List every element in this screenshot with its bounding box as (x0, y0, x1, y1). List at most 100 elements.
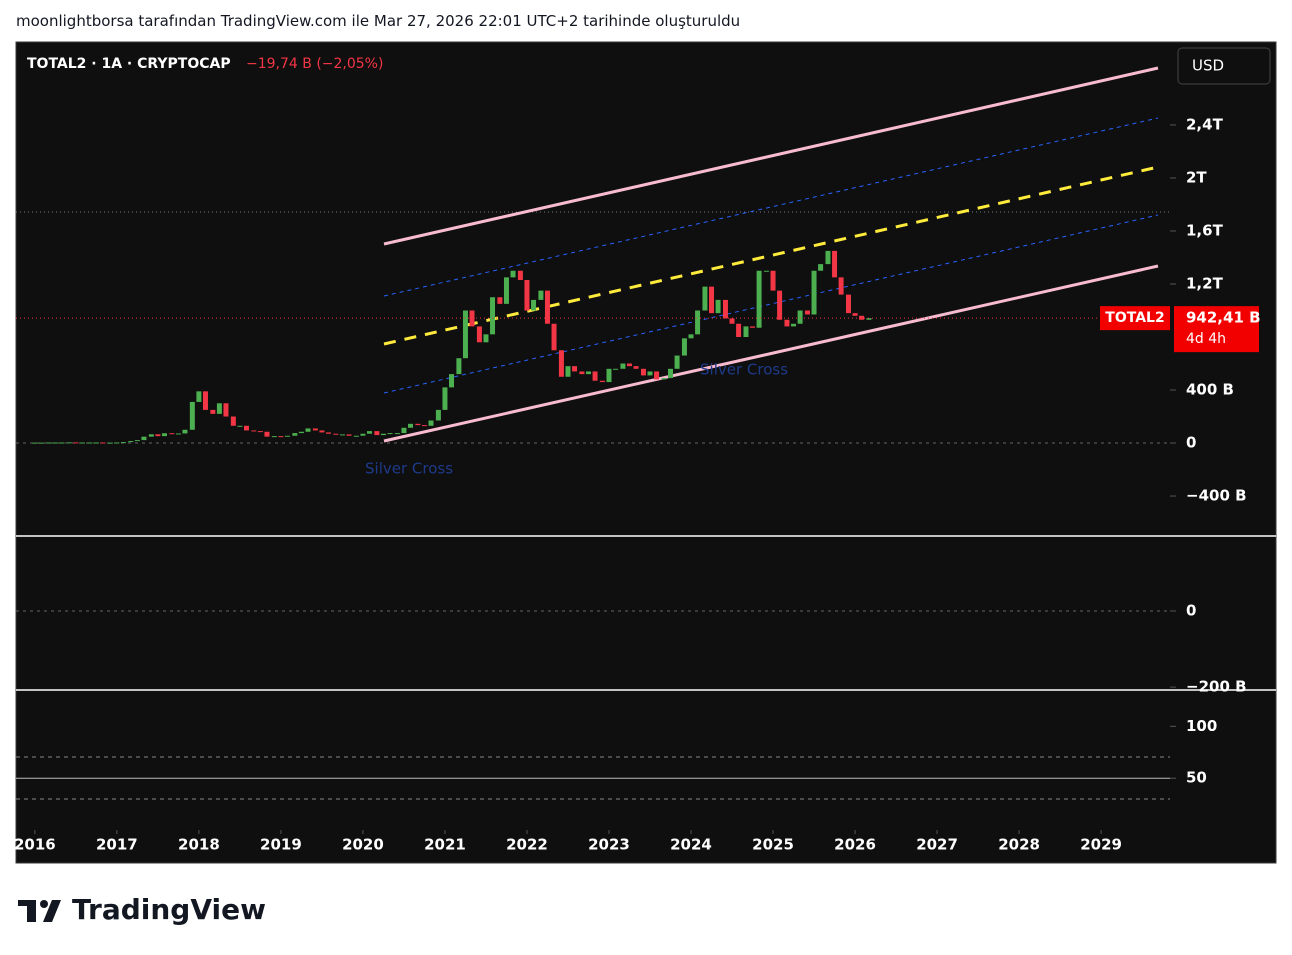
candle (743, 326, 749, 338)
candle (538, 290, 544, 300)
candle (284, 435, 290, 437)
candle (476, 326, 482, 343)
candle (394, 433, 400, 435)
candle (852, 313, 858, 316)
candle (278, 436, 284, 438)
candle (46, 442, 52, 444)
logo (18, 900, 61, 922)
candle (325, 432, 331, 434)
candle (401, 427, 407, 434)
candle (633, 366, 639, 369)
channel-upper (383, 66, 1159, 246)
x-tick-label: 2025 (752, 836, 794, 854)
candle (182, 429, 188, 434)
currency-button[interactable] (1177, 47, 1271, 85)
candle (579, 371, 585, 375)
candle (196, 391, 202, 402)
candle (832, 250, 838, 278)
candle (818, 264, 824, 271)
candle (490, 297, 496, 335)
candle (483, 334, 489, 343)
x-tick-label: 2017 (96, 836, 138, 854)
candle (695, 310, 701, 335)
candle (750, 326, 756, 328)
candle (838, 277, 844, 295)
candle (442, 387, 448, 410)
candle (517, 270, 523, 281)
candle (435, 409, 441, 421)
candle (134, 440, 140, 442)
candle (346, 434, 352, 436)
y-tick-label: 1,6T (1186, 221, 1224, 239)
candle (210, 409, 216, 414)
y-tick-label: 1,2T (1186, 274, 1224, 292)
candle (702, 286, 708, 311)
candle (845, 294, 851, 314)
badge-countdown: 4d 4h (1186, 331, 1226, 347)
y-tick-label: 50 (1186, 769, 1207, 787)
candle (38, 442, 44, 444)
candle (169, 433, 175, 435)
x-tick-label: 2019 (260, 836, 302, 854)
candle (52, 442, 58, 444)
candle (114, 442, 120, 444)
candle (155, 434, 161, 437)
candle (585, 371, 591, 375)
candle (175, 433, 181, 435)
x-tick-label: 2022 (506, 836, 548, 854)
candle (230, 416, 236, 426)
candle (674, 355, 680, 369)
candle (811, 270, 817, 315)
candle (161, 433, 167, 437)
candle (223, 403, 229, 417)
candle (202, 391, 208, 410)
candle (551, 323, 557, 351)
y-tick-label: −400 B (1186, 487, 1247, 505)
candle (387, 433, 393, 435)
x-tick-label: 2023 (588, 836, 630, 854)
candle (572, 366, 578, 372)
candle (87, 442, 93, 444)
y-tick-label: 400 B (1186, 381, 1234, 399)
x-tick-label: 2027 (916, 836, 958, 854)
candle (292, 433, 298, 436)
candle (524, 280, 530, 311)
candle (503, 277, 509, 304)
candle (866, 318, 872, 320)
x-tick-label: 2029 (1080, 836, 1122, 854)
candle (298, 431, 304, 434)
candle (128, 441, 134, 443)
candle (148, 434, 154, 437)
candle (73, 442, 79, 444)
candle (462, 310, 468, 359)
x-tick-label: 2026 (834, 836, 876, 854)
candle (626, 363, 632, 367)
candle (100, 442, 106, 444)
x-tick-label: 2021 (424, 836, 466, 854)
candle (271, 436, 277, 438)
candle (558, 350, 564, 377)
brand-name: TradingView (72, 893, 266, 926)
candle (59, 442, 65, 444)
candle (216, 403, 222, 414)
candle (531, 299, 537, 311)
candle (374, 431, 380, 436)
chart-frame (15, 41, 1277, 864)
candle (770, 270, 776, 291)
candle (93, 442, 99, 444)
x-tick-label: 2016 (14, 836, 56, 854)
candle (366, 431, 372, 434)
badge-value: 942,41 B (1186, 309, 1261, 327)
candle (654, 371, 660, 380)
candle (243, 425, 249, 431)
candle (784, 319, 790, 327)
y-tick-label: 2,4T (1186, 115, 1224, 133)
candle (709, 286, 715, 314)
y-tick-label: 2T (1186, 168, 1207, 186)
candle (859, 315, 865, 320)
candle (825, 250, 831, 265)
currency[interactable]: USD (1192, 57, 1224, 75)
candle (606, 368, 612, 383)
x-tick-label: 2020 (342, 836, 384, 854)
